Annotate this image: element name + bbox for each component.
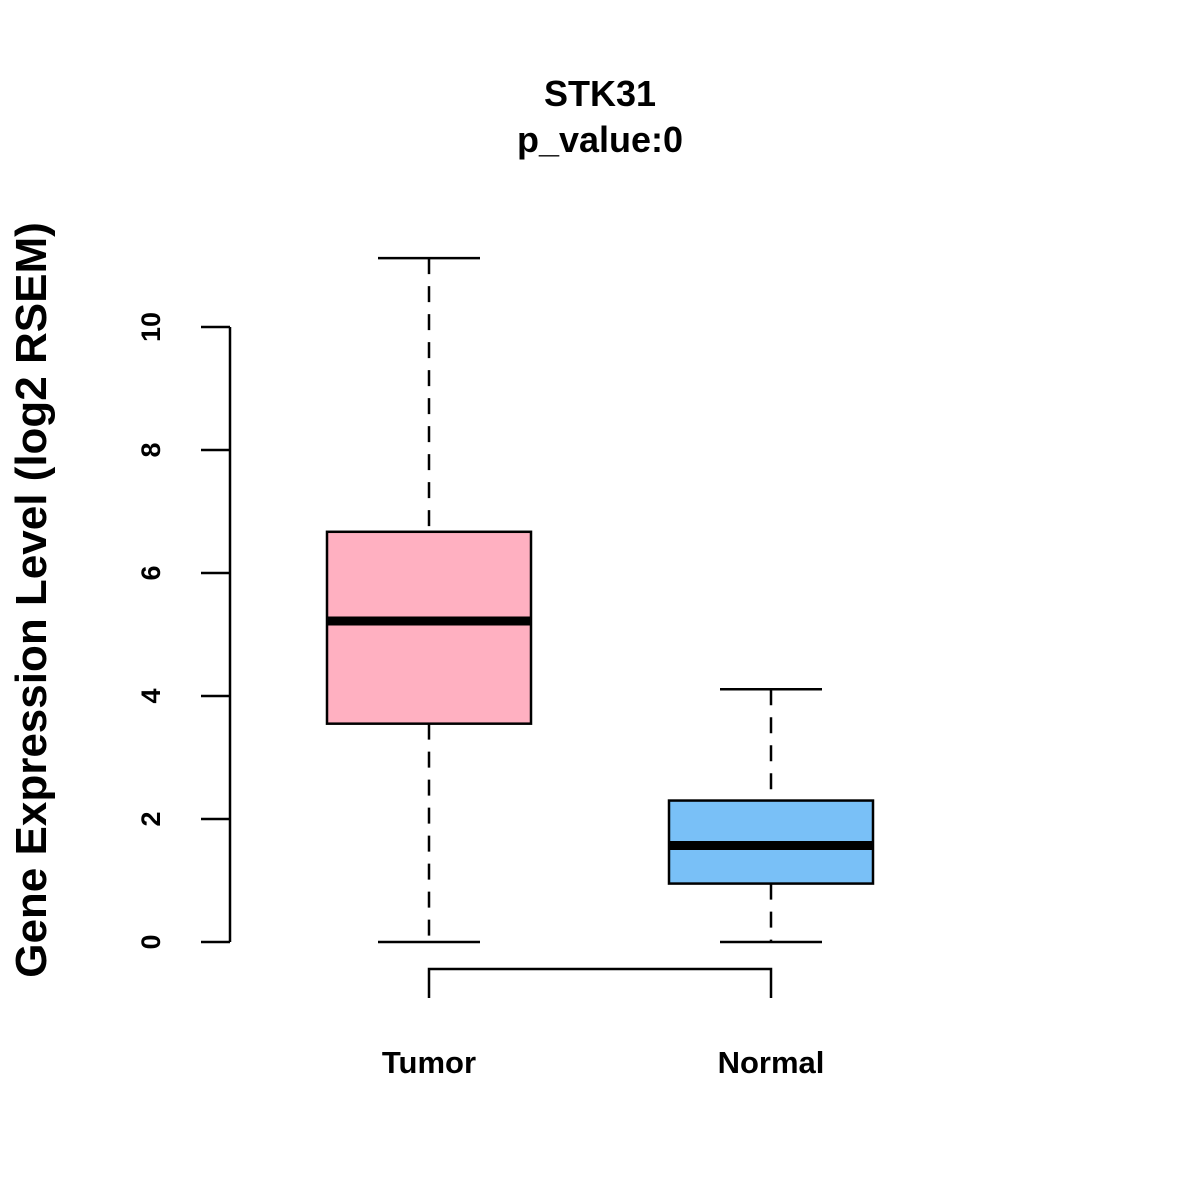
y-tick-label-10: 10 xyxy=(136,312,166,342)
tumor-box xyxy=(325,530,533,725)
comparison-bracket xyxy=(427,967,773,998)
category-labels: Tumor Normal xyxy=(382,1045,824,1080)
y-tick-label-4: 4 xyxy=(136,688,166,703)
y-tick-label-6: 6 xyxy=(136,565,166,580)
y-tick-label-8: 8 xyxy=(136,442,166,457)
y-tick-label-0: 0 xyxy=(136,934,166,949)
chart-title: STK31 xyxy=(544,73,656,114)
category-label-tumor: Tumor xyxy=(382,1045,476,1080)
category-label-normal: Normal xyxy=(718,1045,825,1080)
box-series xyxy=(325,256,875,944)
chart-subtitle: p_value:0 xyxy=(517,119,683,160)
y-axis-label: Gene Expression Level (log2 RSEM) xyxy=(7,222,56,978)
box-normal xyxy=(667,687,875,944)
y-axis: 0 2 4 6 8 10 xyxy=(136,312,232,950)
bracket-line xyxy=(427,967,773,998)
y-tick-label-2: 2 xyxy=(136,811,166,826)
box-tumor xyxy=(325,256,533,944)
